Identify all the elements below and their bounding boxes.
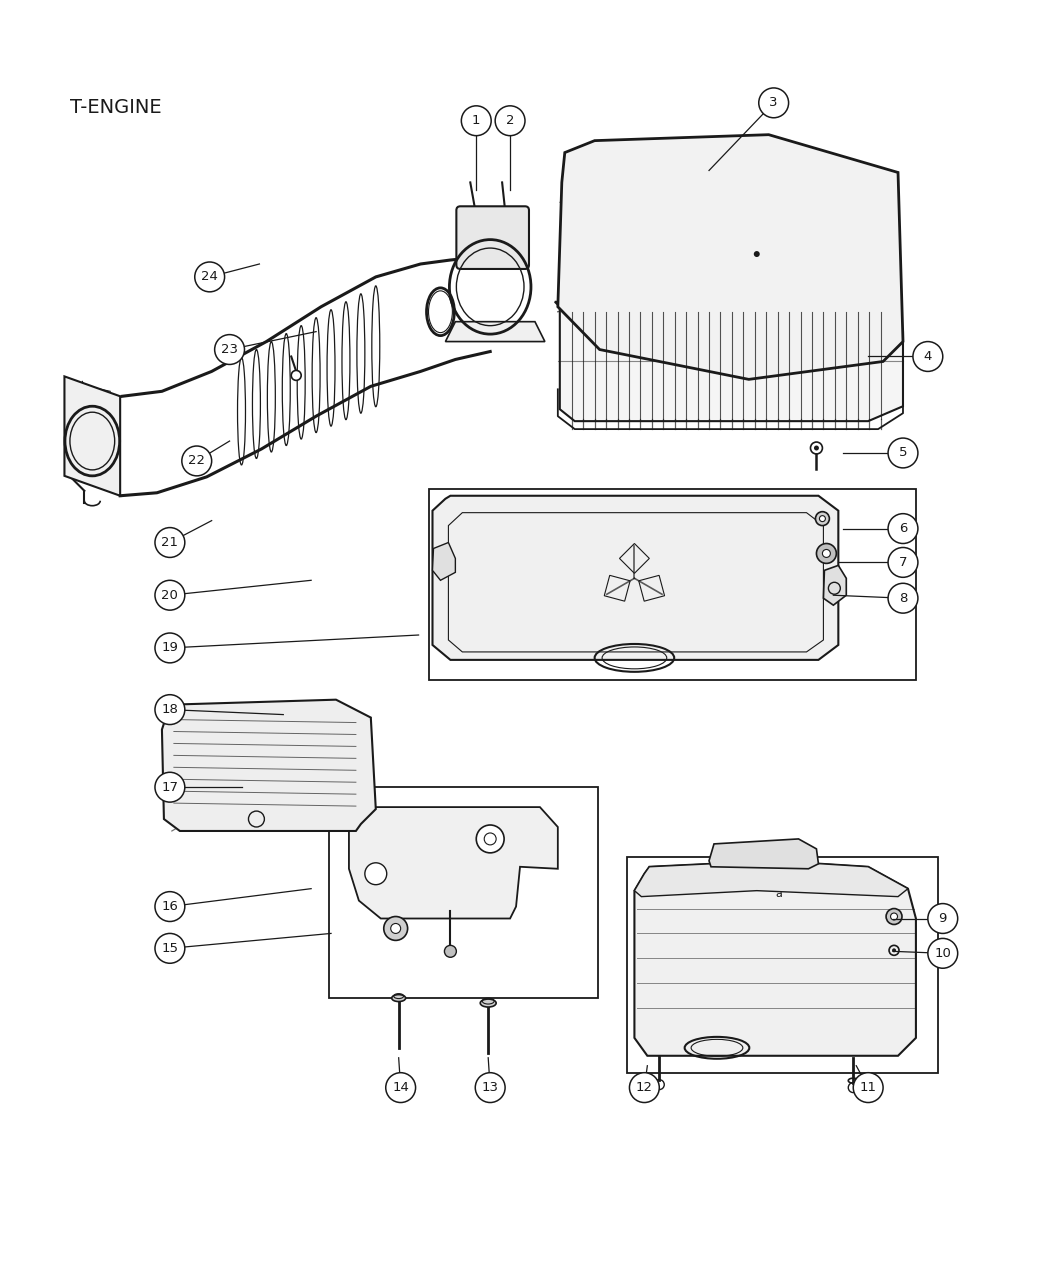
Circle shape <box>816 511 830 525</box>
Circle shape <box>888 583 918 613</box>
Circle shape <box>385 1072 416 1103</box>
Circle shape <box>291 371 301 380</box>
Circle shape <box>155 773 185 802</box>
Text: 13: 13 <box>482 1081 499 1094</box>
Text: 23: 23 <box>222 343 238 356</box>
Text: 8: 8 <box>899 592 907 604</box>
Circle shape <box>444 945 457 958</box>
Circle shape <box>817 543 837 564</box>
Polygon shape <box>558 135 903 380</box>
Circle shape <box>888 547 918 578</box>
Text: 7: 7 <box>899 556 907 569</box>
Circle shape <box>912 342 943 371</box>
Polygon shape <box>634 861 916 1056</box>
Circle shape <box>496 106 525 135</box>
Text: 3: 3 <box>770 97 778 110</box>
Circle shape <box>391 923 401 933</box>
FancyBboxPatch shape <box>457 207 529 269</box>
Text: 12: 12 <box>636 1081 653 1094</box>
Text: 20: 20 <box>162 589 178 602</box>
Circle shape <box>822 550 831 557</box>
Circle shape <box>814 445 819 450</box>
Polygon shape <box>709 839 818 868</box>
Bar <box>628 857 938 1072</box>
Circle shape <box>754 251 760 258</box>
Polygon shape <box>433 496 838 660</box>
Polygon shape <box>445 321 545 342</box>
Circle shape <box>819 515 825 521</box>
Polygon shape <box>554 302 903 421</box>
Text: 14: 14 <box>393 1081 410 1094</box>
Circle shape <box>888 439 918 468</box>
Text: 6: 6 <box>899 521 907 536</box>
Text: a: a <box>775 889 782 899</box>
Circle shape <box>477 825 504 853</box>
Text: 10: 10 <box>934 947 951 960</box>
Ellipse shape <box>392 994 405 1002</box>
Text: 24: 24 <box>202 270 218 283</box>
Bar <box>428 488 916 680</box>
Circle shape <box>214 334 245 365</box>
Text: 2: 2 <box>506 115 514 128</box>
Circle shape <box>155 632 185 663</box>
Circle shape <box>629 1072 659 1103</box>
Text: 22: 22 <box>188 454 205 468</box>
Text: 15: 15 <box>162 942 178 955</box>
Circle shape <box>888 514 918 543</box>
Polygon shape <box>64 376 120 496</box>
Text: 11: 11 <box>860 1081 877 1094</box>
Text: 5: 5 <box>899 446 907 459</box>
Circle shape <box>155 891 185 922</box>
Polygon shape <box>634 861 908 896</box>
Text: 1: 1 <box>472 115 481 128</box>
Text: 16: 16 <box>162 900 178 913</box>
Circle shape <box>194 261 225 292</box>
Text: 19: 19 <box>162 641 178 654</box>
Circle shape <box>155 528 185 557</box>
Bar <box>329 787 597 998</box>
Text: 4: 4 <box>924 351 932 363</box>
Circle shape <box>383 917 407 941</box>
Circle shape <box>886 909 902 924</box>
Circle shape <box>890 913 898 921</box>
Text: T-ENGINE: T-ENGINE <box>70 98 162 117</box>
Circle shape <box>854 1072 883 1103</box>
Circle shape <box>476 1072 505 1103</box>
Circle shape <box>759 88 789 117</box>
Circle shape <box>928 938 958 968</box>
Text: 18: 18 <box>162 703 178 717</box>
Polygon shape <box>162 700 376 831</box>
Polygon shape <box>823 565 846 606</box>
Circle shape <box>928 904 958 933</box>
Text: 21: 21 <box>162 536 178 550</box>
Circle shape <box>182 446 212 476</box>
Ellipse shape <box>480 1000 497 1007</box>
Polygon shape <box>433 542 456 580</box>
Polygon shape <box>349 807 558 918</box>
Text: 17: 17 <box>162 780 178 794</box>
Circle shape <box>892 949 896 952</box>
Circle shape <box>155 933 185 964</box>
Circle shape <box>155 695 185 724</box>
Circle shape <box>461 106 491 135</box>
Circle shape <box>155 580 185 611</box>
Circle shape <box>364 863 386 885</box>
Text: 9: 9 <box>939 912 947 924</box>
